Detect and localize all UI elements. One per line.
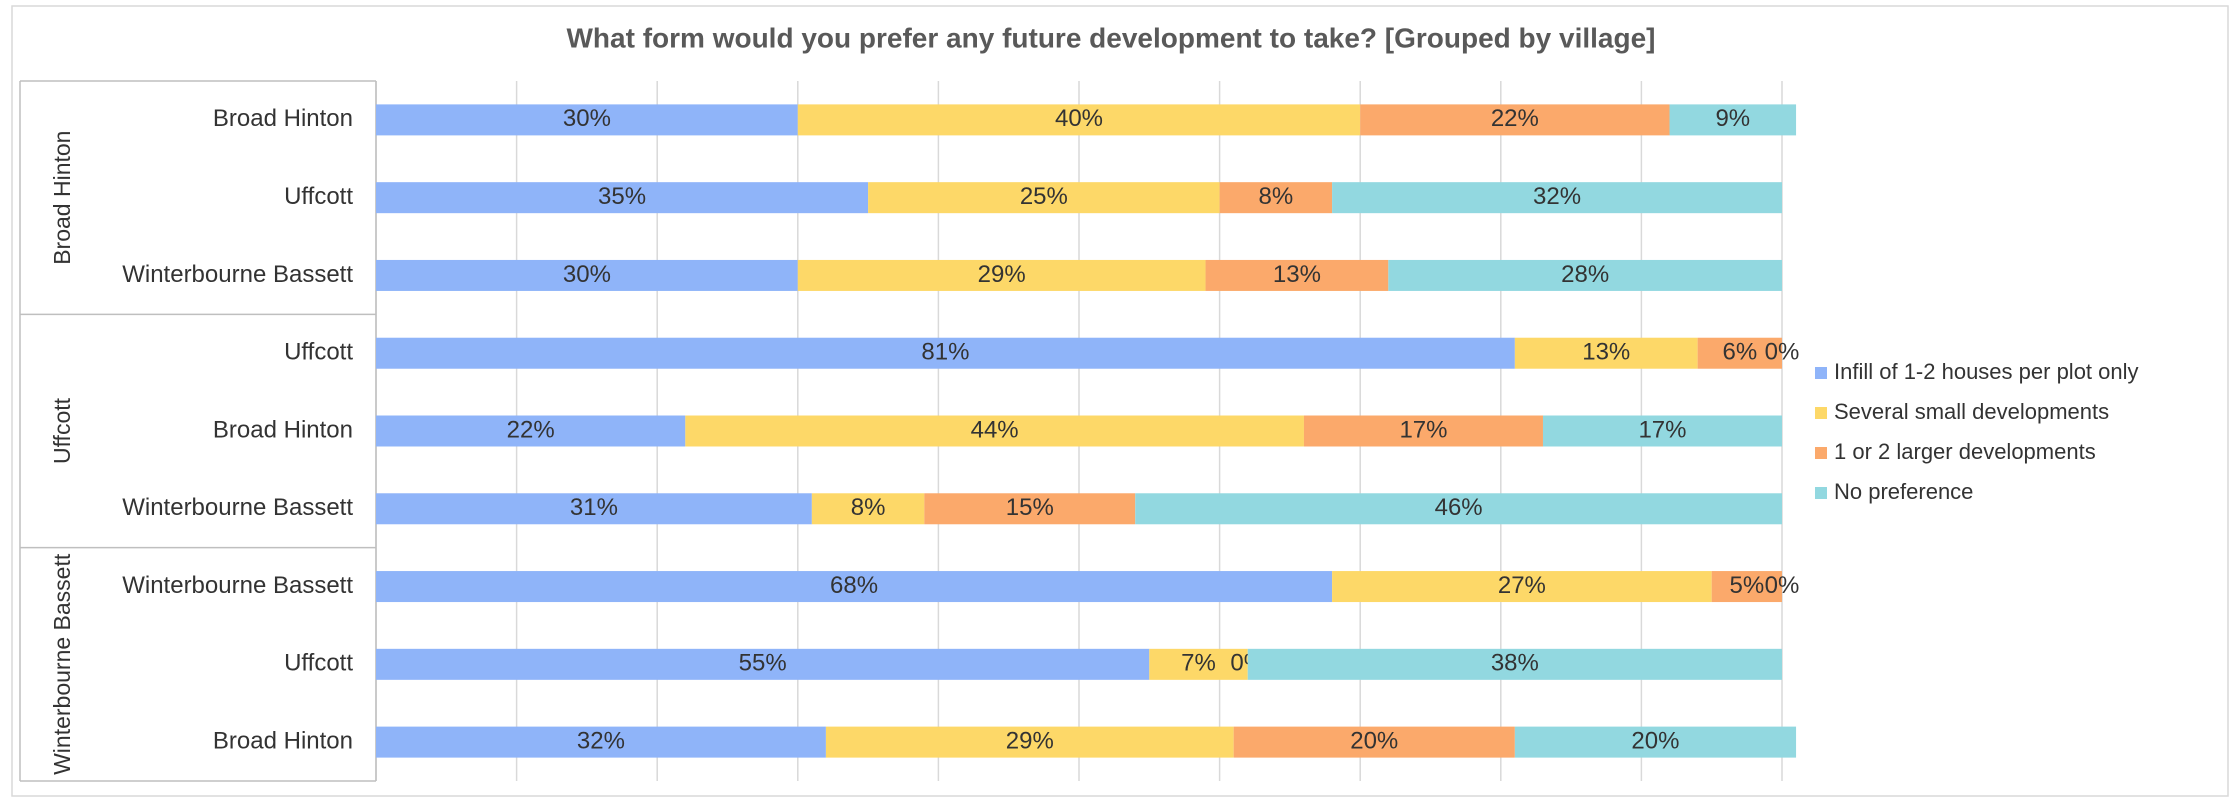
data-label: 17% — [1399, 416, 1447, 443]
data-label: 30% — [563, 261, 611, 288]
y-tick-label: Broad Hinton — [213, 727, 353, 754]
bar-segment — [1360, 104, 1670, 136]
data-label: 8% — [851, 494, 886, 521]
data-label: 15% — [1006, 494, 1054, 521]
bar-segment — [1205, 259, 1389, 291]
bar-segment — [811, 493, 925, 525]
bar-segment — [924, 493, 1136, 525]
data-label: 38% — [1491, 650, 1539, 677]
y-tick-label: Uffcott — [284, 650, 353, 677]
data-label: 27% — [1498, 572, 1546, 599]
group-label: Uffcott — [49, 397, 75, 464]
bar-segment — [1219, 182, 1333, 214]
data-label: 25% — [1020, 183, 1068, 210]
data-label: 28% — [1561, 261, 1609, 288]
bar-segment — [376, 571, 1333, 603]
chart-border — [11, 5, 2229, 797]
data-label: 17% — [1638, 416, 1686, 443]
data-label: 29% — [1006, 727, 1054, 754]
group-label: Winterbourne Bassett — [49, 553, 75, 775]
data-label: 30% — [563, 105, 611, 132]
bar-segment — [1514, 726, 1797, 758]
bar-segment — [1135, 493, 1782, 525]
legend-label: No preference — [1834, 479, 1973, 504]
data-label: 20% — [1631, 727, 1679, 754]
bar-segment — [376, 648, 1150, 680]
data-label: 8% — [1258, 183, 1293, 210]
y-tick-label: Winterbourne Bassett — [122, 261, 353, 288]
bar-segment — [1711, 571, 1782, 603]
data-label: 0% — [1765, 572, 1800, 599]
bar-segment — [1332, 182, 1782, 214]
bar-segment — [1303, 415, 1543, 447]
bar-segment — [825, 726, 1234, 758]
bar-segment — [1332, 571, 1712, 603]
bar-segment — [1149, 648, 1248, 680]
data-label: 13% — [1273, 261, 1321, 288]
bar-segment — [1388, 259, 1782, 291]
data-label: 9% — [1715, 105, 1750, 132]
data-label: 40% — [1055, 105, 1103, 132]
data-label: 22% — [1491, 105, 1539, 132]
bar-segment — [376, 726, 826, 758]
bar-segment — [1247, 648, 1782, 680]
y-tick-label: Winterbourne Bassett — [122, 494, 353, 521]
data-label: 13% — [1582, 339, 1630, 366]
data-label: 5% — [1730, 572, 1765, 599]
data-label: 81% — [921, 339, 969, 366]
legend-label: Infill of 1-2 houses per plot only — [1834, 359, 2139, 384]
bar-segment — [376, 259, 798, 291]
legend-swatch — [1815, 447, 1827, 459]
bar-segment — [376, 182, 869, 214]
data-label: 46% — [1435, 494, 1483, 521]
data-label: 68% — [830, 572, 878, 599]
data-label: 32% — [577, 727, 625, 754]
data-label: 32% — [1533, 183, 1581, 210]
legend-swatch — [1815, 487, 1827, 499]
y-tick-label: Uffcott — [284, 183, 353, 210]
bar-segment — [1697, 337, 1782, 369]
data-label: 6% — [1722, 339, 1757, 366]
y-tick-label: Broad Hinton — [213, 416, 353, 443]
bar-segment — [685, 415, 1304, 447]
bar-segment — [376, 337, 1515, 369]
bar-segment — [1669, 104, 1797, 136]
bar-segment — [376, 415, 686, 447]
data-label: 35% — [598, 183, 646, 210]
bar-segment — [376, 493, 812, 525]
legend-label: Several small developments — [1834, 399, 2109, 424]
data-label: 55% — [739, 650, 787, 677]
data-label: 44% — [971, 416, 1019, 443]
y-tick-label: Winterbourne Bassett — [122, 572, 353, 599]
bar-segment — [797, 259, 1206, 291]
legend-label: 1 or 2 larger developments — [1834, 439, 2096, 464]
bar-segment — [376, 104, 798, 136]
bar-segment — [1233, 726, 1515, 758]
data-label: 20% — [1350, 727, 1398, 754]
legend-swatch — [1815, 407, 1827, 419]
data-label: 29% — [978, 261, 1026, 288]
bar-segment — [1514, 337, 1698, 369]
y-tick-label: Broad Hinton — [213, 105, 353, 132]
data-label: 22% — [507, 416, 555, 443]
legend-swatch — [1815, 367, 1827, 379]
group-label: Broad Hinton — [49, 131, 75, 265]
data-label: 0% — [1765, 339, 1800, 366]
chart-title: What form would you prefer any future de… — [566, 22, 1655, 53]
data-label: 31% — [570, 494, 618, 521]
y-tick-label: Uffcott — [284, 339, 353, 366]
bar-segment — [797, 104, 1361, 136]
bar-segment — [1542, 415, 1782, 447]
data-label: 7% — [1181, 650, 1216, 677]
bar-segment — [868, 182, 1220, 214]
